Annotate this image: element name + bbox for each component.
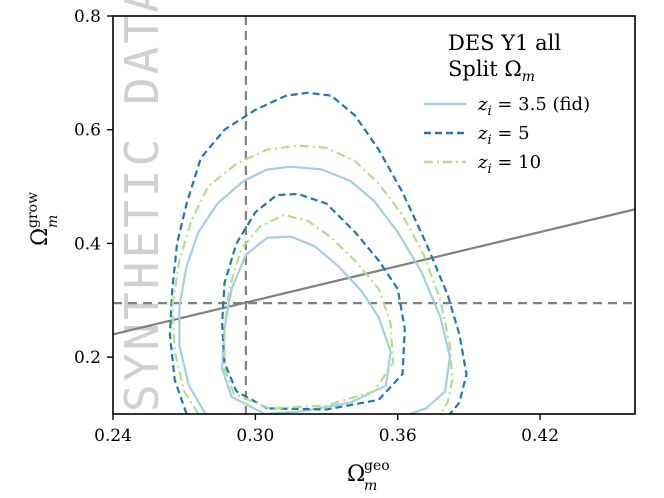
y-axis-title-sup: grow [25, 192, 41, 228]
x-axis-title-sup: geo [364, 458, 390, 474]
x-axis-title-sub: m [364, 478, 377, 494]
y-axis-title: Ω grow m [25, 192, 61, 246]
contour-series-2-outer [168, 91, 468, 414]
reference-line-diagonal [113, 208, 635, 336]
legend-label-3: zi = 10 [477, 152, 541, 177]
legend-title-line1: DES Y1 all [448, 31, 561, 55]
legend: DES Y1 all Split Ωm zi = 3.5 (fid) zi = 5… [424, 31, 590, 177]
legend-entries: zi = 3.5 (fid) zi = 5 zi = 10 [424, 94, 590, 177]
contours [168, 91, 468, 414]
reference-lines [113, 16, 635, 414]
plot-frame [112, 15, 636, 415]
contour-series-1-inner [221, 235, 392, 414]
legend-label-2: zi = 5 [477, 123, 530, 148]
x-axis-ticks: 0.24 0.30 0.36 0.42 [94, 414, 559, 446]
watermark-text: SYNTHETIC DATA [115, 0, 169, 412]
x-tick-label: 0.42 [521, 426, 559, 446]
contour-series-3-inner [223, 213, 395, 410]
legend-title-line2: Split Ωm [448, 57, 535, 85]
y-axis-ticks: 0.2 0.4 0.6 0.8 [74, 7, 113, 368]
y-tick-label: 0.2 [74, 348, 101, 368]
x-tick-label: 0.24 [94, 426, 132, 446]
x-axis-title: Ω [347, 462, 365, 487]
legend-label-1: zi = 3.5 (fid) [477, 94, 590, 119]
x-tick-label: 0.36 [379, 426, 417, 446]
legend-title-line2-sub: m [522, 69, 535, 85]
x-axis-title-symbol: Ω [347, 462, 365, 487]
y-axis-title-sub: m [45, 215, 61, 228]
y-tick-label: 0.4 [74, 234, 101, 254]
legend-title-line2-text: Split Ω [448, 57, 522, 81]
contour-series-3-outer [171, 144, 454, 414]
y-axis-title-symbol: Ω [28, 228, 53, 246]
y-tick-label: 0.8 [74, 7, 101, 27]
y-tick-label: 0.6 [74, 121, 101, 141]
x-tick-label: 0.30 [236, 426, 274, 446]
contour-series-1-outer [178, 165, 451, 414]
contour-series-2-inner [221, 192, 406, 411]
